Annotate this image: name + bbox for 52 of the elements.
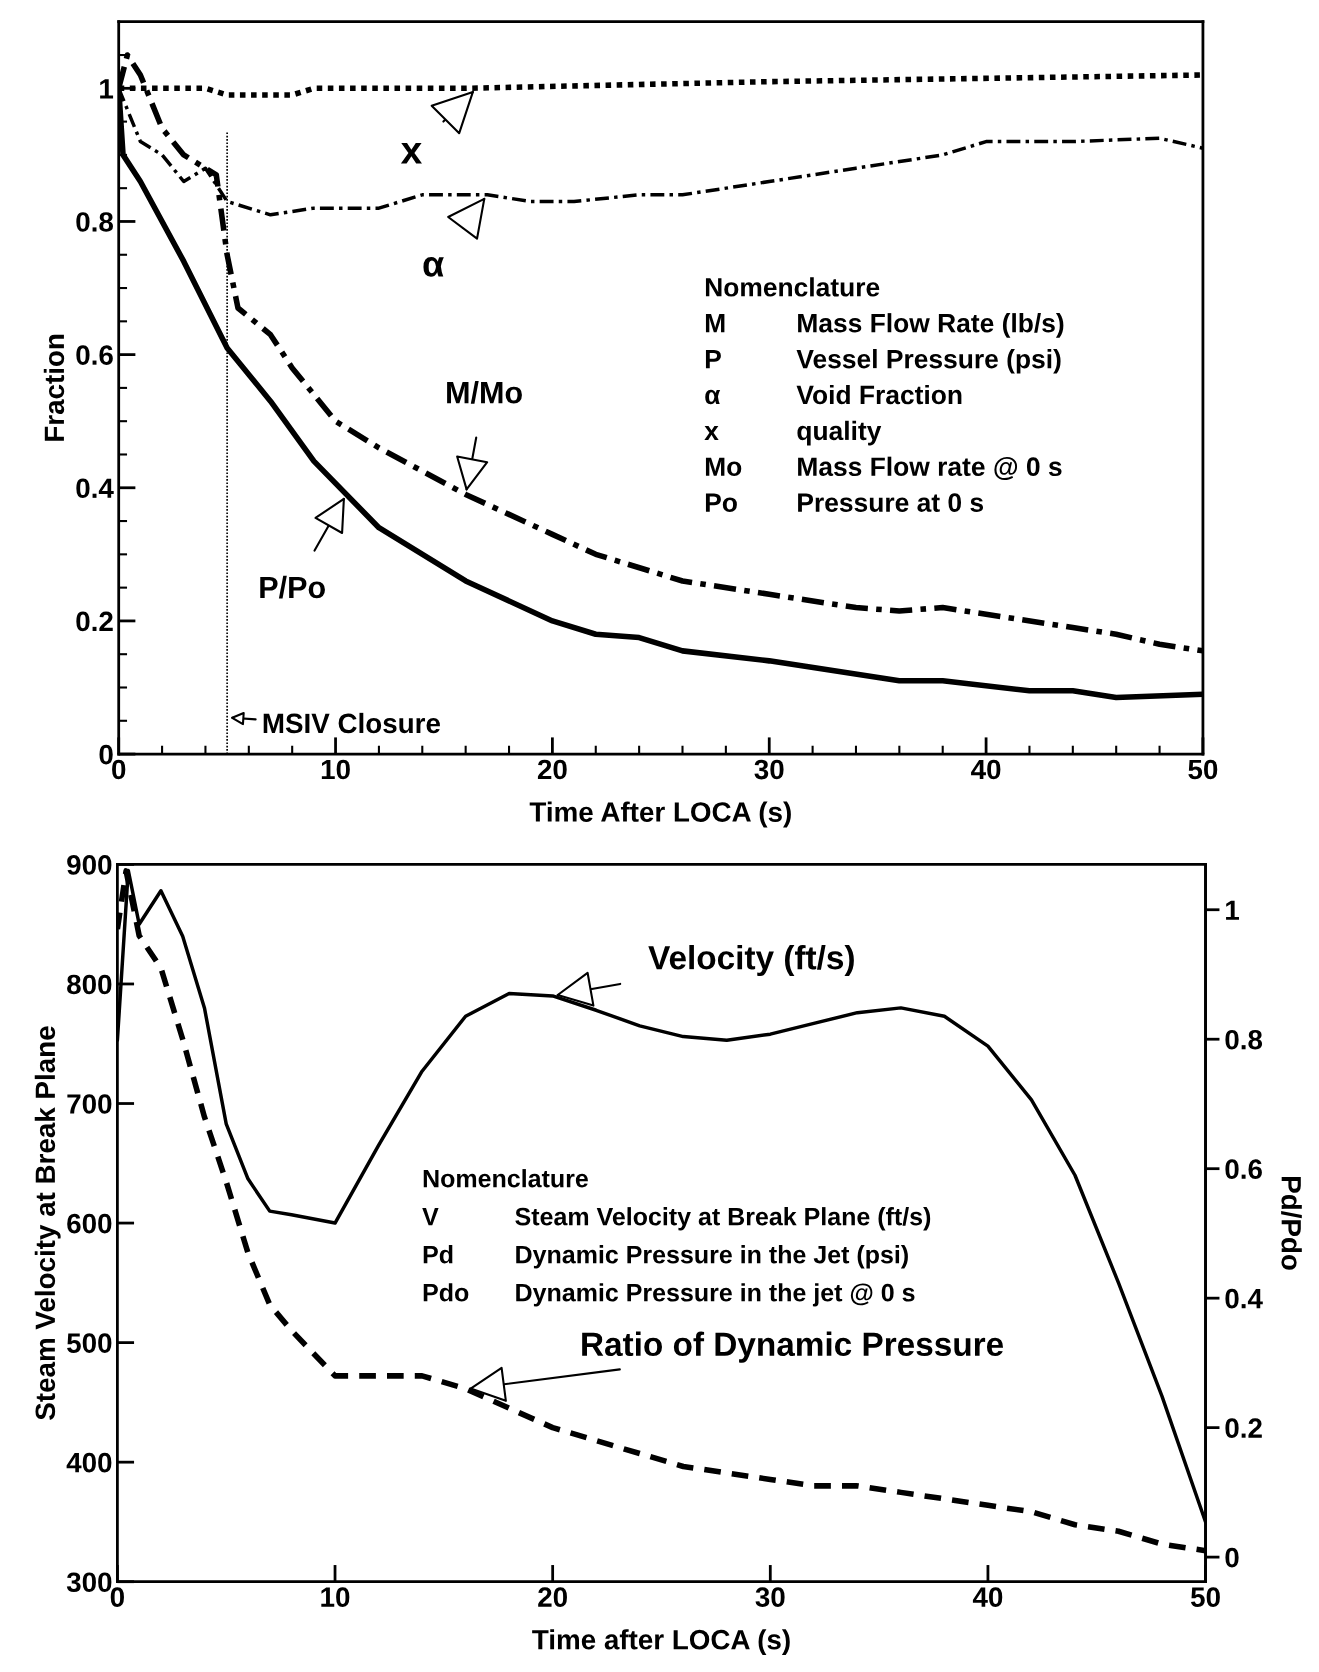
annotation: P/Po <box>260 575 325 599</box>
annotation: Velocity (ft/s) <box>648 945 854 977</box>
y2-tick-label: 0 <box>1225 1547 1239 1568</box>
annotation: Nomenclature <box>423 1169 588 1188</box>
text: Po Pressure at 0 s <box>705 493 984 512</box>
x-tick-label: 20 <box>537 759 567 780</box>
y-tick-label: 800 <box>67 974 112 995</box>
annotation: Ratio of Dynamic Pressure <box>582 1331 1004 1363</box>
y-tick-label: 1 <box>100 79 114 99</box>
annotation: α <box>423 256 444 277</box>
text: M Mass Flow Rate (lb/s) <box>705 313 1064 338</box>
x-tick-label: 10 <box>321 1587 350 1607</box>
text: x quality <box>704 420 882 446</box>
y-tick-label: 0.6 <box>76 345 113 365</box>
y2-tick-label: 0.8 <box>1225 1029 1263 1050</box>
y-tick-label: 0.8 <box>76 212 113 232</box>
y-tick-label: 0.2 <box>76 611 113 632</box>
x-tick-label: 40 <box>972 1587 1003 1607</box>
text: Mo Mass Flow rate @ 0 s <box>705 456 1062 480</box>
text: Pd Dynamic Pressure in the Jet (psi) <box>423 1245 908 1269</box>
y-tick-label: 400 <box>66 1452 112 1473</box>
annotation: M/Mo <box>447 380 522 404</box>
x-tick-label: 10 <box>321 759 350 780</box>
text: V Steam Velocity at Break Plane (ft/s) <box>422 1207 931 1231</box>
x-tick-label: 30 <box>755 1587 785 1608</box>
y2-tick-label: 0.2 <box>1225 1418 1262 1438</box>
y-tick-label: 300 <box>66 1572 112 1593</box>
y2-tick-label: 0.6 <box>1225 1159 1262 1180</box>
text: Pdo Dynamic Pressure in the jet @ 0 s <box>423 1283 915 1307</box>
y-tick-label: 0.4 <box>76 478 114 499</box>
text: P Vessel Pressure (psi) <box>705 349 1061 374</box>
y2-axis-title: Pd/Pdo <box>1281 1177 1302 1270</box>
x-tick-label: 20 <box>538 1587 567 1607</box>
y2-tick-label: 1 <box>1226 900 1239 920</box>
annotation: x <box>400 143 422 164</box>
x-tick-label: 40 <box>971 759 1001 780</box>
x-tick-label: 50 <box>1190 1587 1220 1607</box>
y-axis-title: Steam Velocity at Break Plane <box>34 1026 61 1420</box>
text: α Void Fraction <box>705 384 962 405</box>
annotation: Nomenclature <box>705 277 880 297</box>
y-tick-label: 500 <box>67 1333 112 1353</box>
y-tick-label: 600 <box>67 1213 112 1234</box>
ref-line-label: MSIV Closure <box>263 712 440 734</box>
y-axis-title: Fraction <box>43 334 65 441</box>
x-axis-title: Time after LOCA (s) <box>532 1629 790 1656</box>
y-tick-label: 700 <box>67 1094 112 1114</box>
x-tick-label: 30 <box>754 759 784 780</box>
y-tick-label: 900 <box>67 855 112 875</box>
y2-tick-label: 0.4 <box>1225 1288 1263 1309</box>
x-tick-label: 50 <box>1188 759 1218 780</box>
x-axis-title: Time After LOCA (s) <box>529 801 791 828</box>
y-tick-label: 0 <box>99 744 113 765</box>
